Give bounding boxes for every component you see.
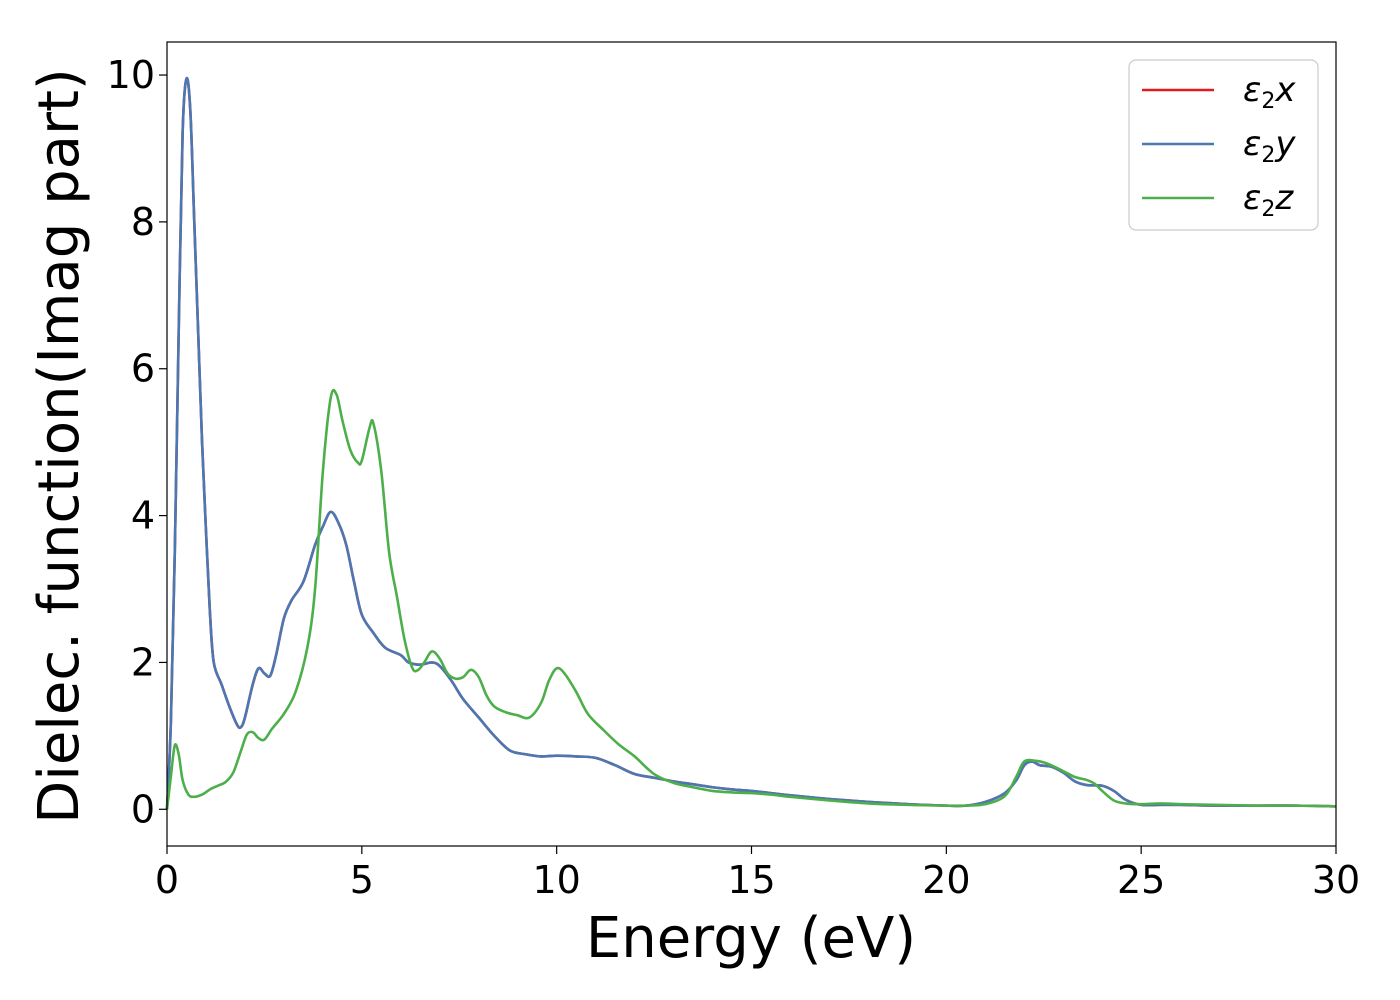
y-tick-label: 6: [131, 347, 155, 391]
legend-label-y: ε2y: [1243, 124, 1296, 168]
x-tick-label: 20: [922, 858, 970, 902]
legend-box: [1128, 59, 1319, 231]
y-axis-label: Dielec. function(Imag part): [27, 68, 92, 824]
series-line-z: [165, 388, 1337, 810]
series-line-y: [165, 76, 1337, 810]
x-tick-label: 15: [727, 858, 775, 902]
y-tick-label: 10: [107, 53, 155, 97]
x-tick-label: 30: [1312, 858, 1360, 902]
x-tick-label: 10: [532, 858, 580, 902]
legend-items: ε2x ε2y ε2z: [1142, 70, 1296, 222]
series-layer: [165, 76, 1337, 810]
x-tick-label: 5: [350, 858, 374, 902]
x-tick-label: 25: [1117, 858, 1165, 902]
x-axis-label: Energy (eV): [586, 906, 916, 971]
y-tick-label: 2: [131, 640, 155, 684]
y-tick-label: 8: [131, 200, 155, 244]
y-tick-label: 0: [131, 787, 155, 831]
legend-label-z: ε2z: [1243, 178, 1294, 222]
x-axis: 0 5 10 15 20 25 30: [155, 846, 1360, 902]
y-axis: 0 2 4 6 8 10: [107, 53, 167, 831]
x-tick-label: 0: [155, 858, 179, 902]
legend: ε2x ε2y ε2z: [1128, 59, 1319, 231]
y-tick-label: 4: [131, 494, 155, 538]
legend-label-x: ε2x: [1243, 70, 1296, 114]
